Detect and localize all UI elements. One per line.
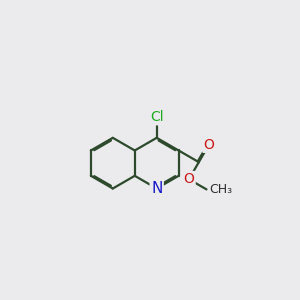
Text: O: O (203, 138, 214, 152)
Text: CH₃: CH₃ (209, 183, 233, 196)
Text: O: O (184, 172, 194, 186)
Text: N: N (151, 181, 162, 196)
Text: Cl: Cl (150, 110, 164, 124)
